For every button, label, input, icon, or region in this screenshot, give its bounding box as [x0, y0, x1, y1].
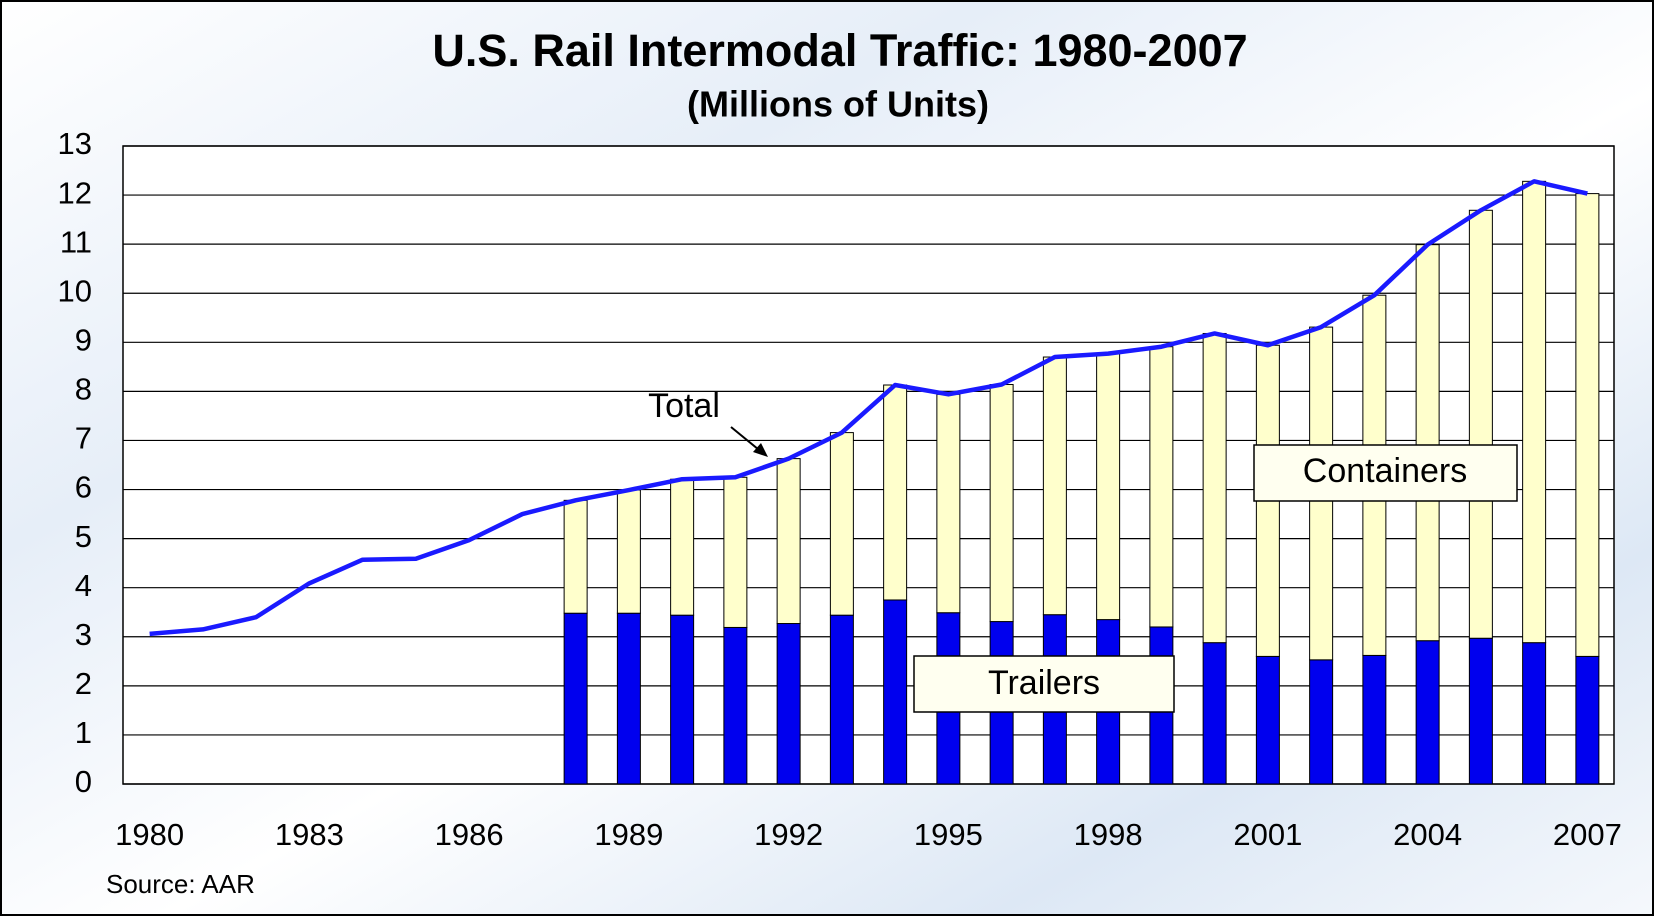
x-tick-label: 1992	[754, 817, 823, 852]
y-tick-label: 4	[75, 568, 92, 603]
bar-segment	[1415, 640, 1440, 785]
total-line	[149, 179, 1588, 637]
chart-title: U.S. Rail Intermodal Traffic: 1980-2007	[432, 25, 1247, 76]
bar-segment	[670, 614, 695, 785]
bar-segment	[1149, 346, 1174, 628]
bar-segment	[723, 476, 748, 628]
bar-segment	[776, 623, 801, 785]
x-tick-label: 1983	[275, 817, 344, 852]
bar-segment	[723, 626, 748, 785]
y-tick-label: 12	[58, 175, 92, 210]
x-tick-label: 2001	[1233, 817, 1302, 852]
x-tick-label: 1989	[594, 817, 663, 852]
y-tick-label: 0	[75, 764, 92, 799]
bar-segment	[1468, 637, 1493, 785]
bar-segment	[829, 432, 854, 616]
y-tick-label: 8	[75, 372, 92, 407]
bar-segment	[1309, 659, 1334, 785]
bar-segment	[1522, 180, 1547, 644]
y-tick-label: 6	[75, 470, 92, 505]
legend-box	[913, 655, 1175, 713]
bar-segment	[616, 489, 641, 614]
legend-label: Trailers	[988, 664, 1100, 702]
y-tick-label: 2	[75, 666, 92, 701]
y-tick-label: 7	[75, 421, 92, 456]
bar-segment	[563, 499, 588, 614]
y-tick-label: 11	[60, 224, 92, 259]
bar-segment	[883, 384, 908, 601]
bar-segment	[1575, 655, 1600, 785]
y-tick-label: 5	[75, 519, 92, 554]
chart-subtitle: (Millions of Units)	[687, 84, 989, 125]
bar-segment	[1202, 332, 1227, 644]
bar-segment	[1362, 654, 1387, 785]
annotation-arrowhead	[753, 443, 768, 457]
y-tick-label: 3	[75, 617, 92, 652]
x-tick-label: 2007	[1553, 817, 1622, 852]
bar-segment	[670, 478, 695, 616]
legend-label: Containers	[1303, 452, 1467, 490]
bar-segment	[829, 614, 854, 785]
x-tick-label: 1986	[435, 817, 504, 852]
bar-segment	[883, 599, 908, 785]
bar-segment	[616, 612, 641, 785]
bar-segment	[1096, 353, 1121, 621]
bar-segment	[936, 393, 961, 614]
bar-segment	[1575, 193, 1600, 657]
x-tick-label: 1980	[115, 817, 184, 852]
x-tick-label: 2004	[1393, 817, 1462, 852]
bar-segment	[563, 612, 588, 785]
bar-segment	[1415, 244, 1440, 642]
bar-segment	[1042, 356, 1067, 616]
legend-box	[1253, 444, 1518, 502]
x-tick-label: 1995	[914, 817, 983, 852]
bar-segment	[1255, 655, 1280, 785]
bar-segment	[1202, 642, 1227, 785]
bar-segment	[1522, 642, 1547, 785]
y-tick-label: 10	[58, 273, 92, 308]
y-tick-label: 13	[58, 126, 92, 161]
bar-segment	[1468, 209, 1493, 639]
x-tick-label: 1998	[1074, 817, 1143, 852]
line-label: Total	[648, 387, 720, 425]
y-tick-label: 9	[75, 322, 92, 357]
bar-segment	[776, 458, 801, 625]
bar-segment	[989, 384, 1014, 623]
y-tick-label: 1	[75, 715, 92, 750]
source-note: Source: AAR	[106, 869, 255, 899]
